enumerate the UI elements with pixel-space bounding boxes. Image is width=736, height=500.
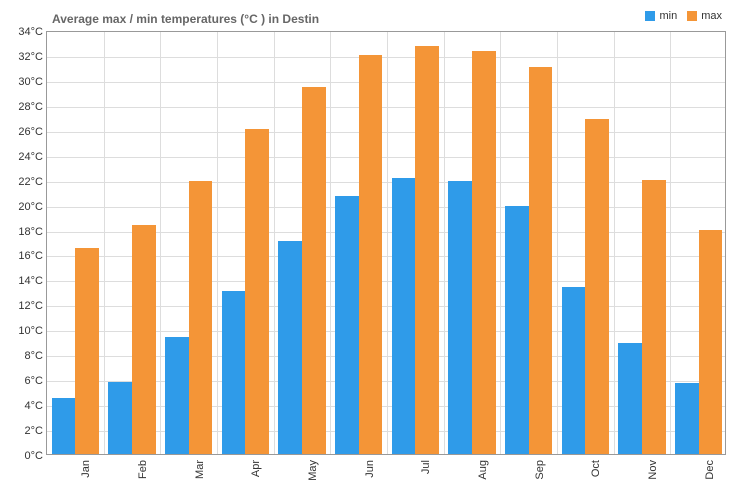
bar [448,181,472,454]
x-tick [670,32,671,454]
x-axis-label: Oct [590,460,602,477]
x-tick [557,32,558,454]
x-axis-label: Feb [137,460,149,479]
legend: min max [645,10,722,22]
gridline [47,182,725,183]
x-axis-label: Nov [647,460,659,480]
y-axis-label: 16°C [18,250,47,262]
bar [75,248,99,454]
bar [222,291,246,454]
bar [359,55,383,454]
x-axis-label: Jan [80,460,92,478]
chart-container: Average max / min temperatures (°C ) in … [0,0,736,500]
bar [642,180,666,454]
y-axis-label: 20°C [18,201,47,213]
x-tick [387,32,388,454]
x-axis-label: May [307,460,319,481]
legend-label: min [659,10,677,22]
y-axis-label: 24°C [18,151,47,163]
gridline [47,157,725,158]
gridline [47,132,725,133]
y-axis-label: 34°C [18,26,47,38]
gridline [47,57,725,58]
gridline [47,107,725,108]
y-axis-label: 30°C [18,76,47,88]
x-tick [160,32,161,454]
bar [392,178,416,454]
bar [472,51,496,454]
x-axis-label: Apr [250,460,262,477]
bar [505,206,529,454]
bar [675,383,699,454]
y-axis-label: 6°C [25,375,47,387]
y-axis-label: 12°C [18,300,47,312]
x-tick [217,32,218,454]
chart-title: Average max / min temperatures (°C ) in … [52,12,319,26]
x-axis-label: Sep [534,460,546,480]
y-axis-label: 10°C [18,325,47,337]
bar [108,382,132,454]
legend-swatch [687,11,697,21]
bar [302,87,326,454]
x-tick [104,32,105,454]
legend-label: max [701,10,722,22]
legend-item: max [687,10,722,22]
x-axis-label: Jul [420,460,432,474]
bar [132,225,156,454]
gridline [47,82,725,83]
bar [189,181,213,454]
x-tick [444,32,445,454]
legend-swatch [645,11,655,21]
y-axis-label: 2°C [25,425,47,437]
x-tick [614,32,615,454]
y-axis-label: 22°C [18,176,47,188]
legend-item: min [645,10,677,22]
x-tick [330,32,331,454]
bar [52,398,76,454]
bar [335,196,359,454]
bar [585,119,609,454]
bar [245,129,269,454]
y-axis-label: 8°C [25,350,47,362]
x-axis-label: Dec [704,460,716,480]
plot-area: 0°C2°C4°C6°C8°C10°C12°C14°C16°C18°C20°C2… [46,31,726,455]
x-tick [500,32,501,454]
x-axis-label: Jun [364,460,376,478]
bar [699,230,723,454]
y-axis-label: 4°C [25,400,47,412]
x-axis-label: Aug [477,460,489,480]
x-tick [274,32,275,454]
y-axis-label: 0°C [25,450,47,462]
bar [618,343,642,454]
bar [165,337,189,454]
y-axis-label: 14°C [18,275,47,287]
x-axis-label: Mar [194,460,206,479]
y-axis-label: 18°C [18,226,47,238]
y-axis-label: 28°C [18,101,47,113]
gridline [47,207,725,208]
bar [529,67,553,454]
bar [415,46,439,454]
y-axis-label: 26°C [18,126,47,138]
bar [278,241,302,454]
bar [562,287,586,454]
y-axis-label: 32°C [18,51,47,63]
